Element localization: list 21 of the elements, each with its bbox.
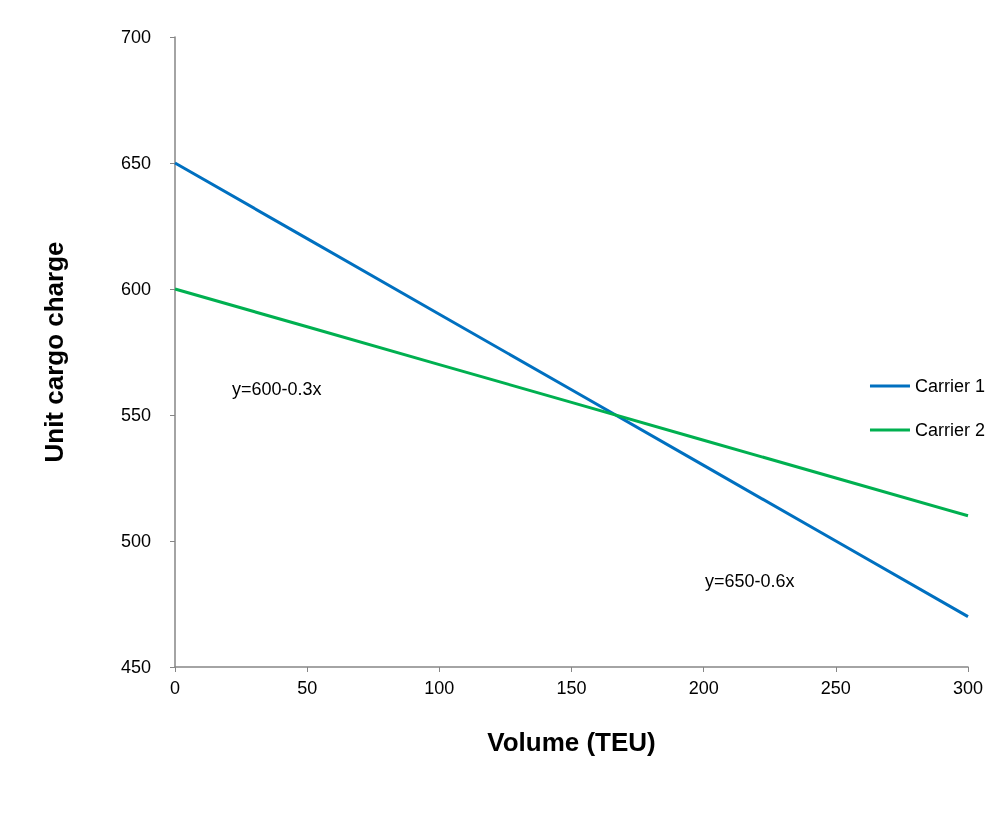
y-tick-label: 600 xyxy=(120,279,151,299)
y-tick-label: 450 xyxy=(120,657,151,677)
y-tick-label: 650 xyxy=(120,153,151,173)
x-tick-label: 300 xyxy=(952,678,984,698)
x-tick-label: 50 xyxy=(297,678,318,698)
y-axis-title: Unit cargo charge xyxy=(39,241,69,463)
line-series xyxy=(173,287,970,518)
x-tick-label: 100 xyxy=(424,678,455,698)
annotation: y=600-0.3x xyxy=(232,379,322,399)
x-tick-label: 0 xyxy=(169,678,181,698)
annotation: y=650-0.6x xyxy=(705,571,795,591)
x-tick-label: 200 xyxy=(688,678,719,698)
x-tick-label: 150 xyxy=(556,678,587,698)
legend-label: Carrier 2 xyxy=(914,420,985,440)
y-tick-label: 550 xyxy=(120,405,151,425)
y-tick-label: 500 xyxy=(120,531,151,551)
y-tick-label: 700 xyxy=(120,27,151,47)
x-tick-label: 250 xyxy=(820,678,851,698)
line-series xyxy=(173,161,970,619)
x-axis-title: Volume (TEU) xyxy=(487,727,656,757)
legend-label: Carrier 1 xyxy=(914,376,985,396)
